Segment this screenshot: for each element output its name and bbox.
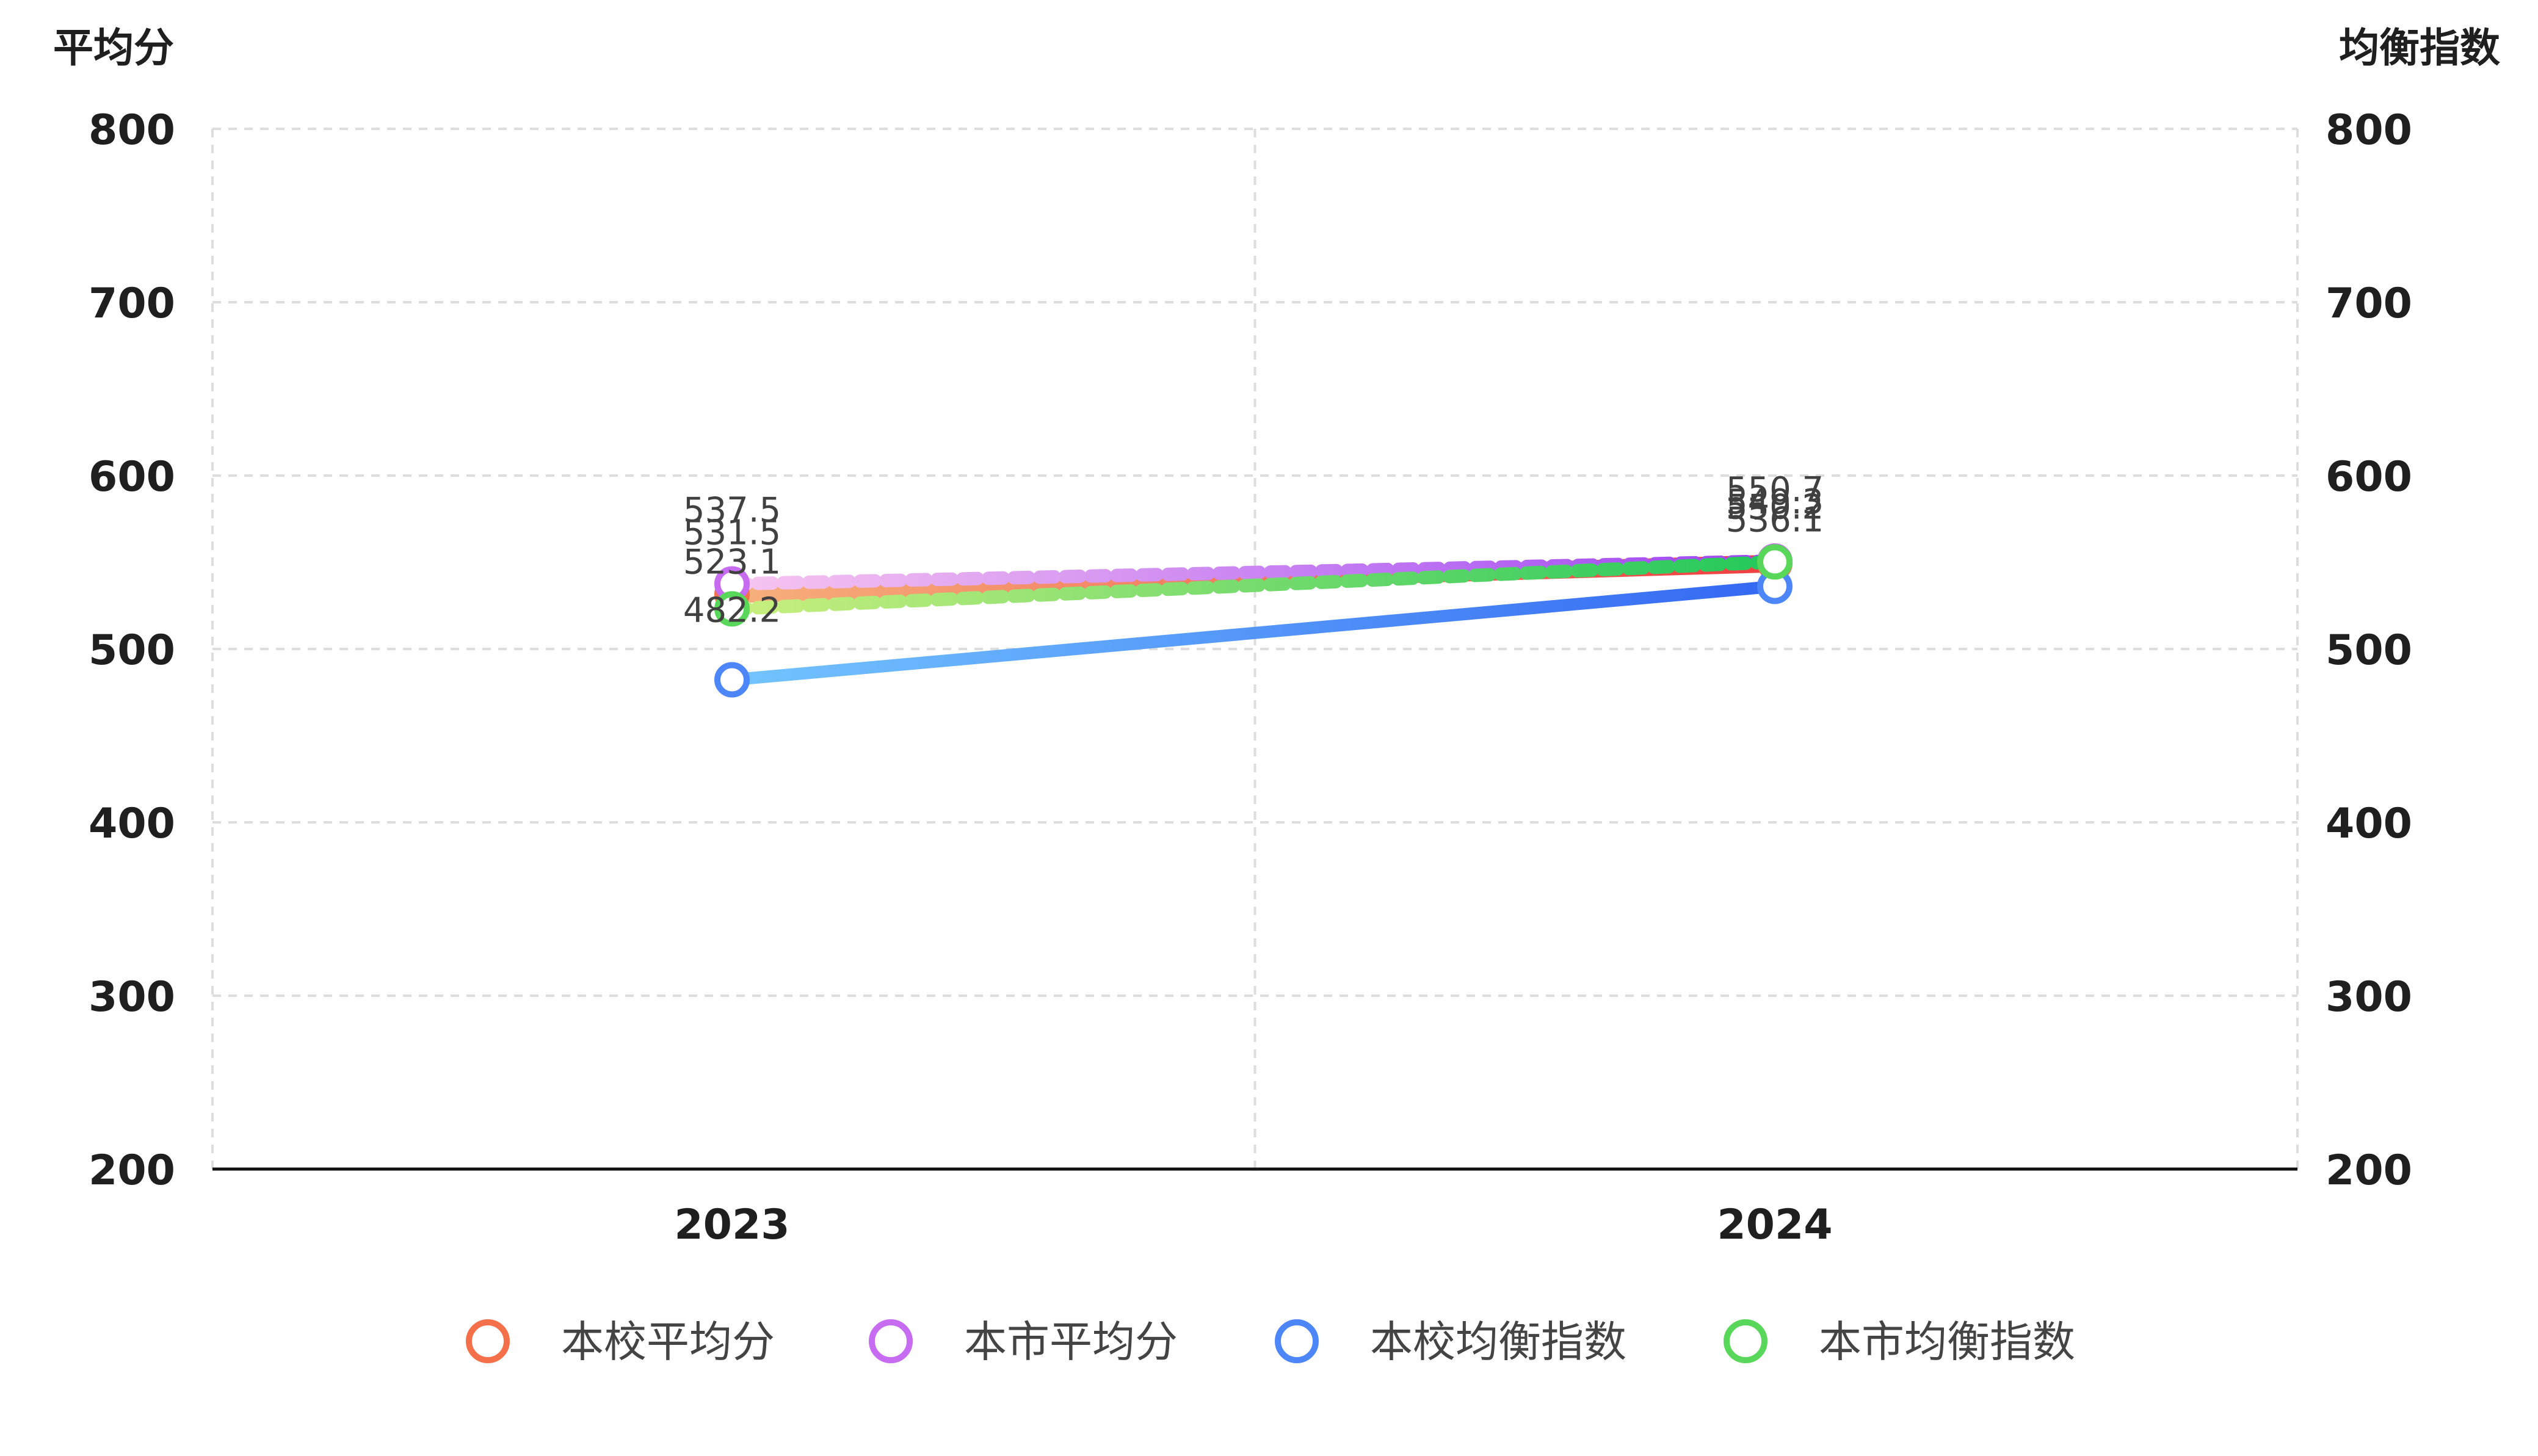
x-axis-tick-2023: 2023 <box>674 1201 789 1249</box>
legend-item-1: 本市平均分 <box>835 1317 1178 1367</box>
data-label-3-1: 550.2 <box>1726 487 1824 527</box>
left-axis-tick-200: 200 <box>89 1146 175 1195</box>
legend-marker-3 <box>1724 1319 1768 1363</box>
data-label-2-0: 482.2 <box>683 591 781 631</box>
left-axis-title: 平均分 <box>53 24 174 71</box>
data-label-1-1: 550.7 <box>1726 470 1824 510</box>
left-axis-tick-700: 700 <box>89 280 175 328</box>
grid-layer <box>211 128 2299 1169</box>
legend-label-2: 本校均衡指数 <box>1370 1317 1626 1367</box>
right-axis-tick-300: 300 <box>2326 973 2412 1021</box>
right-axis-title: 均衡指数 <box>2339 24 2500 71</box>
legend-label-3: 本市均衡指数 <box>1819 1317 2075 1367</box>
data-point-3-0 <box>714 591 750 627</box>
series-line-3 <box>725 555 1782 616</box>
data-label-0-0: 531.5 <box>683 513 781 553</box>
legend: 本校平均分 本市平均分 本校均衡指数 本市均衡指数 <box>430 1317 2075 1367</box>
legend-marker-0 <box>466 1319 510 1363</box>
series-layer <box>714 543 1793 698</box>
series-line-2 <box>726 580 1781 686</box>
x-axis-tick-2024: 2024 <box>1717 1201 1832 1249</box>
legend-label-0: 本校平均分 <box>561 1317 775 1367</box>
axis-layer: 200 200 300 300 400 400 500 500 600 600 700 700 800 8… <box>53 24 2500 1249</box>
data-label-1-0: 537.5 <box>683 491 781 531</box>
legend-item-2: 本校均衡指数 <box>1239 1317 1626 1367</box>
right-axis-tick-200: 200 <box>2326 1146 2412 1195</box>
legend-marker-1 <box>869 1319 913 1363</box>
right-axis-tick-500: 500 <box>2326 626 2412 675</box>
right-axis-tick-700: 700 <box>2326 280 2412 328</box>
right-axis-tick-400: 400 <box>2326 800 2412 848</box>
data-point-3-1 <box>1757 544 1793 580</box>
left-axis-tick-800: 800 <box>89 106 175 154</box>
right-axis-tick-600: 600 <box>2326 453 2412 501</box>
legend-item-3: 本市均衡指数 <box>1689 1317 2075 1367</box>
left-axis-tick-300: 300 <box>89 973 175 1021</box>
data-label-layer: 531.5 549.3 537.5 550.7 482.2 536.1 523.1 550.2 <box>683 470 1824 631</box>
data-label-3-0: 523.1 <box>683 542 781 582</box>
right-axis-tick-800: 800 <box>2326 106 2412 154</box>
data-label-0-1: 549.3 <box>1726 482 1824 522</box>
left-axis-tick-400: 400 <box>89 800 175 848</box>
data-point-2-0 <box>714 662 750 698</box>
legend-item-0: 本校平均分 <box>430 1317 775 1367</box>
legend-label-1: 本市平均分 <box>964 1317 1178 1367</box>
left-axis-tick-600: 600 <box>89 453 175 501</box>
data-label-2-1: 536.1 <box>1726 500 1824 540</box>
legend-marker-2 <box>1275 1319 1319 1363</box>
left-axis-tick-500: 500 <box>89 626 175 675</box>
